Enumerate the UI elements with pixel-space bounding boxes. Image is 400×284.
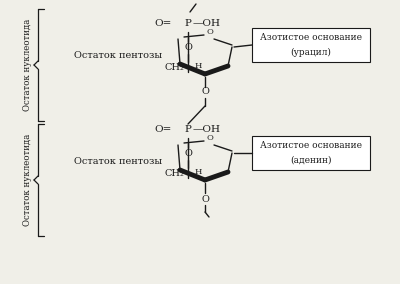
Text: Остаток нуклеотида: Остаток нуклеотида — [24, 19, 32, 111]
Text: CH₂: CH₂ — [164, 64, 184, 72]
Text: (аденин): (аденин) — [290, 156, 332, 164]
Text: O: O — [206, 134, 214, 142]
Text: Остаток пентозы: Остаток пентозы — [74, 51, 162, 60]
Text: O: O — [184, 43, 192, 53]
Text: Азотистое основание: Азотистое основание — [260, 141, 362, 151]
Text: O: O — [206, 28, 214, 36]
Text: O=: O= — [155, 20, 172, 28]
Text: H: H — [194, 62, 202, 70]
Text: O: O — [184, 149, 192, 158]
Text: P: P — [184, 20, 192, 28]
Text: H: H — [194, 168, 202, 176]
Text: —OH: —OH — [193, 126, 221, 135]
FancyBboxPatch shape — [252, 136, 370, 170]
Text: Азотистое основание: Азотистое основание — [260, 34, 362, 43]
Text: Остаток пентозы: Остаток пентозы — [74, 158, 162, 166]
Text: O: O — [201, 87, 209, 97]
Text: Остаток нуклеотида: Остаток нуклеотида — [24, 134, 32, 226]
Text: O=: O= — [155, 126, 172, 135]
FancyBboxPatch shape — [252, 28, 370, 62]
Text: O: O — [201, 195, 209, 204]
Text: (урацил): (урацил) — [290, 47, 332, 57]
Text: —OH: —OH — [193, 20, 221, 28]
Text: P: P — [184, 126, 192, 135]
Text: CH₂: CH₂ — [164, 170, 184, 179]
